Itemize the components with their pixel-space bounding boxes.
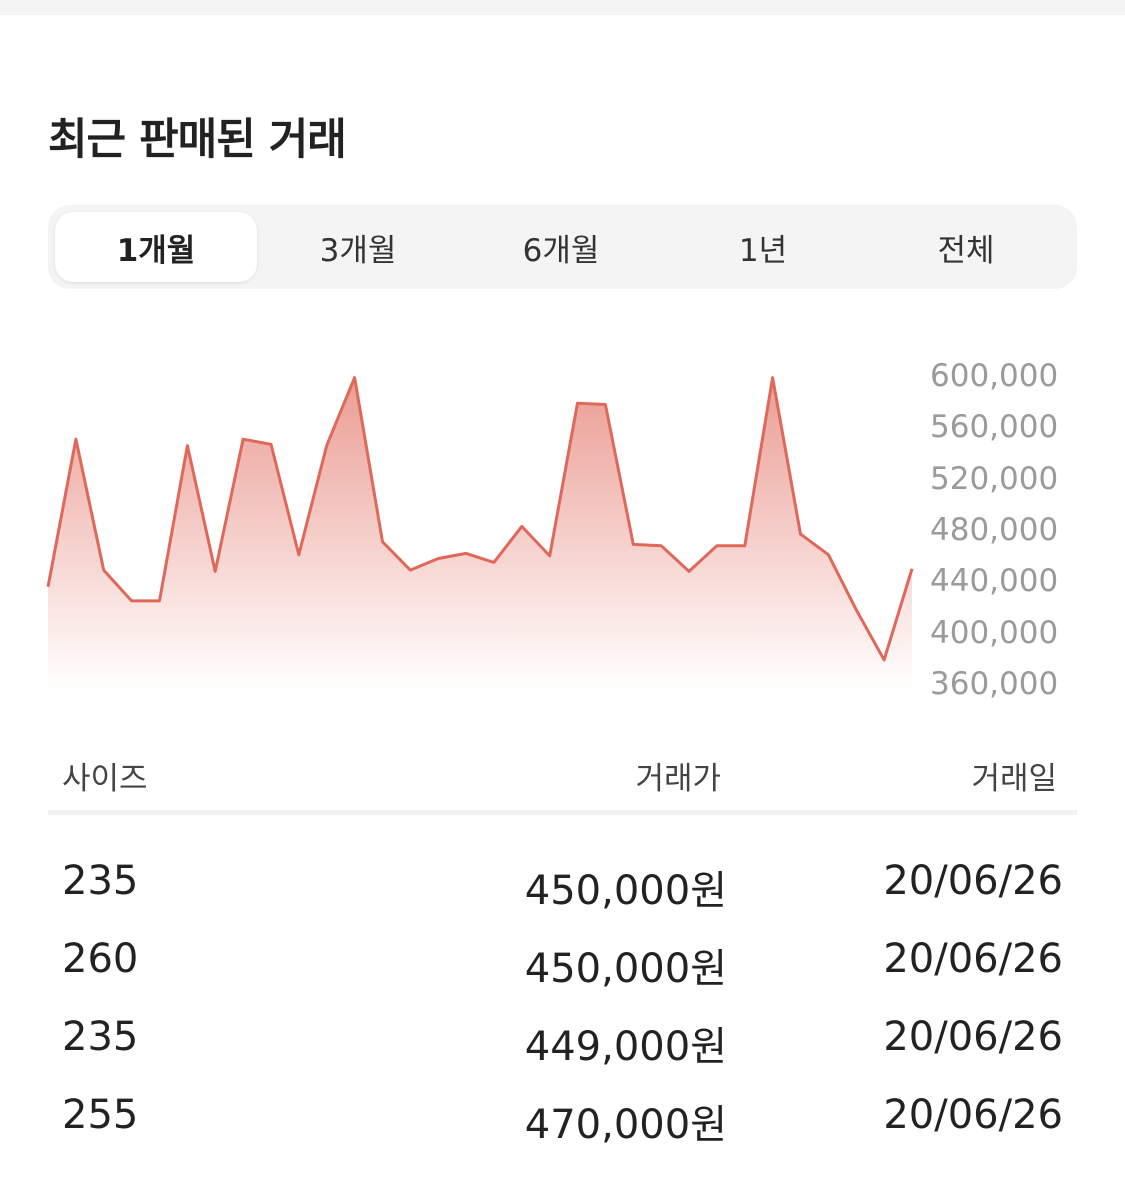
period-tabs: 1개월 3개월 6개월 1년 전체 xyxy=(48,205,1077,289)
table-row: 255 470,000원 20/06/26 xyxy=(48,1084,1077,1156)
row-size: 260 xyxy=(62,936,139,982)
chart-area-fill xyxy=(48,377,912,690)
tab-3-months[interactable]: 3개월 xyxy=(319,232,397,269)
table-row: 235 449,000원 20/06/26 xyxy=(48,1006,1077,1078)
header-date: 거래일 xyxy=(971,761,1057,797)
row-price: 470,000원 xyxy=(524,1102,727,1148)
y-tick-label: 480,000 xyxy=(930,512,1059,548)
table-row: 235 450,000원 20/06/26 xyxy=(48,850,1077,922)
price-chart: 600,000 560,000 520,000 480,000 440,000 400,0… xyxy=(0,330,1125,700)
y-tick-label: 360,000 xyxy=(930,666,1059,702)
table-row: 260 450,000원 20/06/26 xyxy=(48,928,1077,1000)
table-header: 사이즈 거래가 거래일 xyxy=(48,745,1077,815)
section-title: 최근 판매된 거래 xyxy=(48,115,347,165)
header-size: 사이즈 xyxy=(62,761,148,797)
top-divider xyxy=(0,0,1125,15)
row-date: 20/06/26 xyxy=(883,1014,1063,1060)
row-size: 235 xyxy=(62,858,139,904)
row-size: 255 xyxy=(62,1092,139,1138)
row-price: 450,000원 xyxy=(524,868,727,914)
row-date: 20/06/26 xyxy=(883,858,1063,904)
row-date: 20/06/26 xyxy=(883,936,1063,982)
row-size: 235 xyxy=(62,1014,139,1060)
y-tick-label: 400,000 xyxy=(930,614,1059,651)
tab-1-year[interactable]: 1년 xyxy=(738,232,788,269)
tab-all[interactable]: 전체 xyxy=(937,232,995,269)
row-price: 450,000원 xyxy=(524,946,727,992)
row-price: 449,000원 xyxy=(524,1024,727,1070)
y-tick-label: 520,000 xyxy=(930,460,1059,497)
y-tick-label: 440,000 xyxy=(930,563,1059,600)
y-tick-label: 560,000 xyxy=(930,409,1059,446)
price-chart-svg xyxy=(46,376,914,690)
chart-series-line xyxy=(46,376,914,662)
header-price: 거래가 xyxy=(635,761,721,797)
tab-6-months[interactable]: 6개월 xyxy=(522,232,600,269)
y-tick-label: 600,000 xyxy=(930,358,1059,394)
tab-1-month[interactable]: 1개월 xyxy=(55,212,257,282)
row-date: 20/06/26 xyxy=(883,1092,1063,1138)
